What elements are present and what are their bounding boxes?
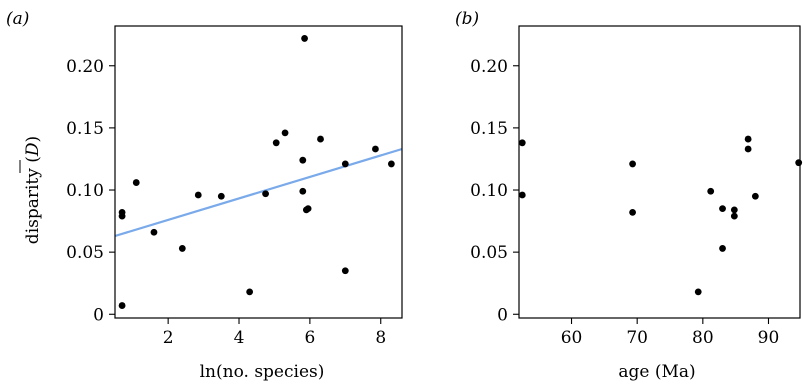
panel-a-data-point-6: [194, 191, 202, 199]
panel-a-data-point-21: [387, 160, 395, 168]
panel-a-data-point-20: [372, 145, 379, 153]
panel-b-data-point-6: [719, 205, 726, 213]
panel-b-x-tick-label-0: 60: [561, 328, 583, 348]
panel-b-data-point-3: [629, 208, 636, 216]
panel-b-y-tick-label-3: 0.15: [470, 119, 508, 139]
panel-b-data-point-13: [795, 159, 803, 167]
panel-b-data-point-11: [744, 145, 752, 153]
panel-a-data-point-3: [132, 179, 140, 186]
panel-b-y-tick-label-2: 0.10: [470, 181, 508, 201]
panel-a-trend-line: [115, 147, 402, 238]
panel-a-data-point-0: [118, 302, 126, 309]
panel-b-data-point-8: [730, 206, 738, 214]
panel-a-data-point-13: [299, 187, 307, 195]
panel-a-data-point-19: [341, 267, 349, 275]
panel-a-y-tick-label-4: 0.20: [66, 57, 104, 77]
panel-b-data-point-4: [694, 288, 702, 296]
panel-b-label: (b): [455, 9, 479, 29]
panel-b-data-point-1: [518, 191, 526, 199]
panel-a-x-tick-label-1: 4: [234, 328, 245, 348]
panel-b-data-point-2: [629, 160, 636, 168]
panel-b-x-axis-label: age (Ma): [618, 362, 695, 382]
panel-a-x-tick-label-2: 6: [304, 328, 315, 348]
panel-a-x-axis-label: ln(no. species): [200, 362, 325, 382]
panel-b-data-point-10: [744, 135, 752, 143]
panel-a-data-point-8: [246, 288, 254, 296]
panel-a-data-point-16: [304, 205, 312, 213]
y-label-main: disparity (: [23, 156, 43, 244]
panel-a-data-point-4: [150, 228, 158, 236]
panel-b-data-point-0: [518, 139, 526, 147]
panel-a-data-point-5: [178, 245, 186, 252]
panel-b-x-tick-label-1: 70: [626, 328, 648, 348]
panel-a-y-tick-label-2: 0.10: [66, 181, 104, 201]
panel-b-y-tick-label-4: 0.20: [470, 57, 508, 77]
panel-a-data-point-7: [217, 192, 225, 200]
panel-a-data-point-9: [262, 190, 269, 198]
panel-a-data-point-17: [317, 135, 324, 143]
panel-b: (b) age (Ma) 60 70 80 90 0 0.05 0.10 0.15 0.20: [455, 9, 803, 382]
panel-a-data-point-12: [299, 156, 307, 164]
panel-b-y-tick-label-1: 0.05: [470, 243, 508, 263]
panel-a: (a) disparity (D) ln(no. species) 2 4 6 8 0 0…: [6, 9, 403, 382]
y-label-close: ): [23, 136, 43, 143]
panel-a-y-tick-label-1: 0.05: [66, 243, 104, 263]
panel-a-y-tick-label-3: 0.15: [66, 119, 104, 139]
panel-a-data-point-2: [118, 208, 126, 216]
panel-a-plot-frame: [114, 25, 403, 319]
panel-b-data-point-7: [719, 245, 726, 252]
panel-a-y-tick-label-0: 0: [93, 305, 104, 325]
panel-b-x-tick-label-3: 90: [758, 328, 780, 348]
y-label-symbol: D: [23, 142, 43, 157]
panel-a-label: (a): [6, 9, 29, 29]
panel-a-data-point-18: [341, 160, 349, 168]
panel-b-plot-frame: [518, 25, 801, 319]
panel-a-data-point-14: [301, 35, 308, 42]
panel-a-x-tick-label-0: 2: [163, 328, 174, 348]
panel-b-x-tick-label-2: 80: [692, 328, 714, 348]
panel-b-data-point-12: [751, 192, 759, 200]
panel-b-data-point-5: [707, 187, 715, 195]
panel-a-data-point-10: [272, 139, 280, 147]
panel-a-data-point-11: [281, 129, 289, 137]
panel-a-y-axis-label: disparity (D): [23, 136, 43, 244]
panel-a-x-tick-label-3: 8: [375, 328, 386, 348]
panel-b-y-tick-label-0: 0: [497, 305, 508, 325]
panel-b-data-point-9: [730, 212, 738, 220]
